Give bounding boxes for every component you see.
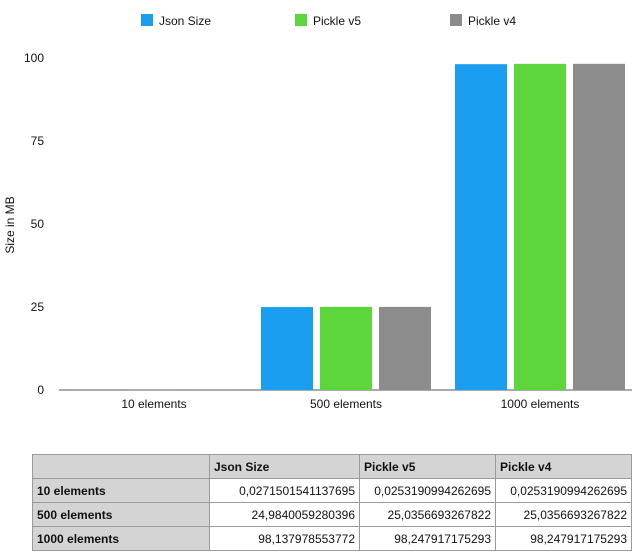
chart-legend: Json Size Pickle v5 Pickle v4 (141, 14, 516, 28)
bar-pickle-v5-1000-elements (514, 63, 566, 390)
legend-label: Json Size (159, 14, 211, 28)
bar-pickle-v4-500-elements (379, 306, 431, 390)
legend-label: Pickle v5 (313, 14, 361, 28)
y-tick-label: 0 (37, 383, 44, 397)
y-tick-label: 50 (31, 217, 45, 231)
y-axis-label: Size in MB (3, 196, 17, 253)
table-cell: 24,9840059280396 (209, 502, 360, 527)
y-tick-label: 100 (24, 51, 44, 65)
y-axis-ticks: 0 25 50 75 100 (24, 51, 44, 397)
x-axis-ticks: 10 elements 500 elements 1000 elements (121, 397, 579, 411)
table-header: Json Size Pickle v5 Pickle v4 (32, 454, 632, 479)
bar-pickle-v4-1000-elements (573, 63, 625, 390)
legend-label: Pickle v4 (468, 14, 516, 28)
table-cell: 98,247917175293 (495, 526, 632, 551)
table-header-corner (32, 454, 210, 479)
x-tick-label: 500 elements (310, 397, 382, 411)
table-row: 500 elements 24,9840059280396 25,0356693… (32, 502, 632, 527)
row-label: 1000 elements (32, 526, 210, 551)
table-header-pickle-v5: Pickle v5 (359, 454, 496, 479)
table-cell: 0,0253190994262695 (495, 478, 632, 503)
table-cell: 98,137978553772 (209, 526, 360, 551)
row-label: 500 elements (32, 502, 210, 527)
bar-pickle-v5-500-elements (320, 306, 372, 390)
table-row: 10 elements 0,0271501541137695 0,0253190… (32, 478, 632, 503)
table-cell: 25,0356693267822 (495, 502, 632, 527)
y-tick-label: 25 (31, 300, 45, 314)
x-tick-label: 1000 elements (501, 397, 580, 411)
table-header-pickle-v4: Pickle v4 (495, 454, 632, 479)
bar-json-size-500-elements (261, 307, 313, 390)
bar-json-size-1000-elements (455, 64, 507, 390)
x-tick-label: 10 elements (121, 397, 186, 411)
data-table: Json Size Pickle v5 Pickle v4 10 element… (32, 454, 632, 551)
y-tick-label: 75 (31, 134, 45, 148)
table-cell: 98,247917175293 (359, 526, 496, 551)
table-cell: 0,0271501541137695 (209, 478, 360, 503)
table-row: 1000 elements 98,137978553772 98,2479171… (32, 526, 632, 551)
bar-chart: Json Size Pickle v5 Pickle v4 Size in MB 0… (3, 14, 632, 411)
legend-swatch (141, 14, 153, 26)
legend-swatch (295, 14, 307, 26)
legend-swatch (450, 14, 462, 26)
table-header-json-size: Json Size (209, 454, 360, 479)
table-cell: 0,0253190994262695 (359, 478, 496, 503)
bars (69, 63, 625, 390)
table-cell: 25,0356693267822 (359, 502, 496, 527)
row-label: 10 elements (32, 478, 210, 503)
